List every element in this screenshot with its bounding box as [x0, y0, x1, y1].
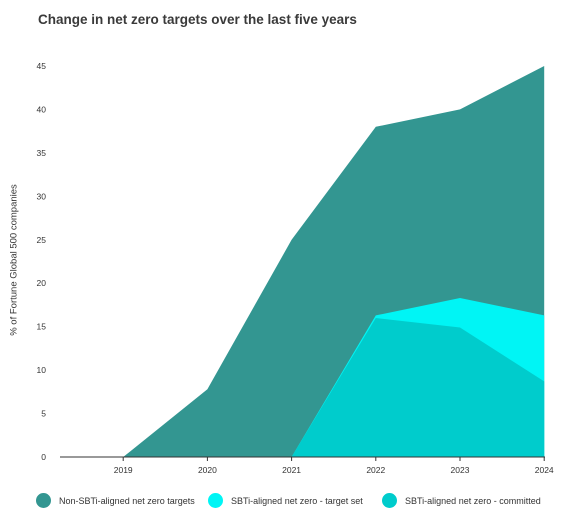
legend-label-non-sbti: Non-SBTi-aligned net zero targets [59, 495, 195, 506]
chart-legend: Non-SBTi-aligned net zero targets SBTi-a… [36, 493, 556, 511]
y-tick-label: 30 [37, 191, 47, 201]
x-tick-label: 2022 [366, 465, 385, 475]
x-tick-label: 2023 [451, 465, 470, 475]
legend-swatch-non-sbti [36, 493, 51, 508]
area-series-2 [39, 318, 545, 457]
legend-label-sbti-target-set: SBTi-aligned net zero - target set [231, 495, 363, 506]
y-tick-label: 10 [37, 365, 47, 375]
legend-swatch-sbti-committed [382, 493, 397, 508]
y-axis-ticks: 0 5 10 15 20 25 30 35 40 45 [37, 61, 47, 462]
x-axis-ticks: 2019 2020 2021 2022 2023 2024 [114, 457, 554, 475]
chart-title: Change in net zero targets over the last… [38, 12, 357, 27]
y-tick-label: 25 [37, 235, 47, 245]
y-tick-label: 35 [37, 148, 47, 158]
x-tick-label: 2021 [282, 465, 301, 475]
legend-item-sbti-target-set: SBTi-aligned net zero - target set [208, 493, 363, 508]
y-tick-label: 0 [41, 452, 46, 462]
y-tick-label: 45 [37, 61, 47, 71]
legend-item-sbti-committed: SBTi-aligned net zero - committed [382, 493, 541, 508]
x-tick-label: 2020 [198, 465, 217, 475]
y-tick-label: 40 [37, 104, 47, 114]
x-tick-label: 2024 [535, 465, 554, 475]
y-tick-label: 15 [37, 322, 47, 332]
chart-areas [39, 66, 545, 457]
y-tick-label: 5 [41, 409, 46, 419]
legend-swatch-sbti-target-set [208, 493, 223, 508]
x-tick-label: 2019 [114, 465, 133, 475]
legend-item-non-sbti: Non-SBTi-aligned net zero targets [36, 493, 195, 508]
legend-label-sbti-committed: SBTi-aligned net zero - committed [405, 495, 541, 506]
y-tick-label: 20 [37, 278, 47, 288]
